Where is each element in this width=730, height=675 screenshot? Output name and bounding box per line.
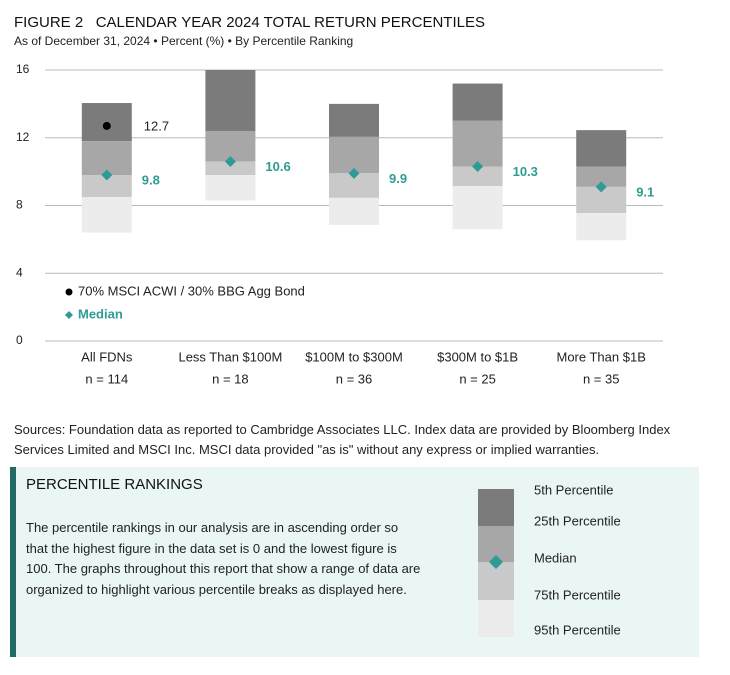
- sources: Sources: Foundation data as reported to …: [14, 422, 671, 457]
- count-label: n = 114: [85, 371, 128, 386]
- percentile-band: [576, 130, 627, 167]
- count-label: n = 36: [336, 371, 373, 386]
- key-label: 5th Percentile: [534, 482, 614, 497]
- count-label: n = 35: [583, 371, 620, 386]
- box-title: PERCENTILE RANKINGS: [26, 476, 203, 493]
- key-label: Median: [534, 550, 577, 565]
- x-tick-label: $300M to $1B: [437, 349, 518, 364]
- percentile-band: [329, 197, 379, 225]
- y-tick-label: 4: [16, 265, 23, 279]
- figure-label: FIGURE 2: [14, 14, 84, 31]
- chart-title: CALENDAR YEAR 2024 TOTAL RETURN PERCENTI…: [95, 14, 485, 31]
- key-median: [489, 555, 503, 569]
- percentile-band: [329, 136, 379, 174]
- key-label: 95th Percentile: [534, 622, 621, 637]
- x-tick-label: All FDNs: [81, 349, 133, 364]
- legend-label: 70% MSCI ACWI / 30% BBG Agg Bond: [78, 283, 305, 298]
- percentile-band: [329, 103, 379, 137]
- box-text: The percentile rankings in our analysis …: [26, 520, 421, 597]
- median-label: 10.3: [513, 164, 538, 179]
- x-tick-label: Less Than $100M: [178, 349, 282, 364]
- percentile-band: [205, 161, 256, 176]
- x-tick-label: More Than $1B: [557, 349, 646, 364]
- percentile-band: [576, 166, 627, 187]
- legend-marker: [65, 288, 73, 296]
- legend-label: Median: [78, 306, 123, 321]
- chart-subtitle: As of December 31, 2024 • Percent (%) • …: [14, 34, 354, 48]
- percentile-band: [81, 197, 132, 233]
- median-label: 9.8: [142, 172, 160, 187]
- y-tick-label: 8: [16, 198, 23, 212]
- key-label: 75th Percentile: [534, 587, 621, 602]
- median-marker: [348, 167, 360, 179]
- y-tick-label: 16: [16, 62, 30, 76]
- median-label: 9.1: [636, 184, 654, 199]
- median-marker: [595, 181, 607, 193]
- key-label: 25th Percentile: [534, 513, 621, 528]
- y-tick-label: 12: [16, 130, 30, 144]
- percentile-band: [452, 166, 503, 187]
- percentile-band: [81, 141, 132, 176]
- percentile-band: [576, 213, 627, 241]
- index-label: 12.7: [144, 118, 169, 133]
- percentile-band: [452, 186, 503, 230]
- median-marker: [224, 155, 236, 167]
- legend-marker: [65, 311, 73, 319]
- chart-heading: FIGURE 2 CALENDAR YEAR 2024 TOTAL RETURN…: [14, 14, 485, 31]
- key-band: [478, 600, 514, 637]
- percentile-band: [452, 120, 503, 167]
- median-marker: [101, 169, 113, 181]
- percentile-band: [205, 175, 256, 201]
- percentile-band: [81, 175, 132, 198]
- info-box: [10, 467, 699, 657]
- y-tick-label: 0: [16, 333, 23, 347]
- count-label: n = 25: [459, 371, 496, 386]
- index-marker: [102, 121, 111, 130]
- percentile-band: [452, 83, 503, 121]
- key-band: [478, 489, 514, 526]
- percentile-band: [205, 70, 256, 131]
- median-label: 10.6: [265, 159, 290, 174]
- count-label: n = 18: [212, 371, 249, 386]
- median-marker: [472, 161, 484, 173]
- x-tick-label: $100M to $300M: [305, 349, 403, 364]
- median-label: 9.9: [389, 171, 407, 186]
